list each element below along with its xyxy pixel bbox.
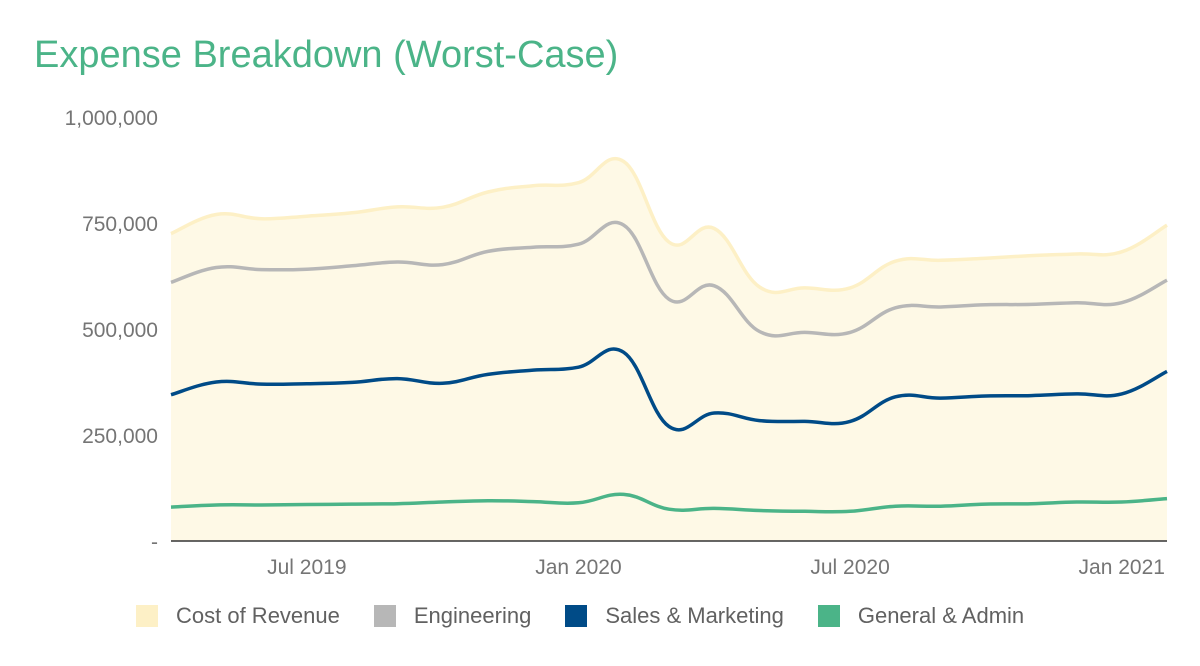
x-tick-label: Jan 2020 (535, 556, 621, 579)
legend-item-cost-of-revenue: Cost of Revenue (136, 603, 340, 629)
legend-label: Cost of Revenue (176, 603, 340, 628)
legend-item-engineering: Engineering (373, 603, 532, 629)
y-tick-label: 1,000,000 (65, 107, 158, 130)
legend-swatch (817, 605, 840, 627)
line-general-admin (170, 492, 1168, 514)
legend-label: General & Admin (857, 603, 1025, 628)
y-tick-label: 250,000 (82, 425, 158, 448)
area-cost-of-revenue (171, 158, 1167, 541)
x-tick-label: Jul 2020 (810, 556, 889, 579)
legend-item-general-admin: General & Admin (817, 603, 1025, 629)
legend-item-sales-marketing: Sales & Marketing (565, 603, 784, 629)
legend-swatch (565, 605, 588, 627)
lines-layer (170, 157, 1168, 514)
legend-label: Sales & Marketing (605, 603, 784, 628)
y-tick-label: - (151, 531, 158, 554)
line-cost-of-revenue (170, 157, 1168, 295)
x-axis-ticks: Jul 2019 Jan 2020 Jul 2020 Jan 2021 (267, 556, 1165, 579)
legend-label: Engineering (413, 603, 532, 628)
stacked-area-chart: 1,000,000 750,000 500,000 250,000 - Jul 2019… (65, 107, 1168, 579)
y-tick-label: 500,000 (82, 319, 158, 342)
y-axis-ticks: 1,000,000 750,000 500,000 250,000 - (65, 107, 158, 554)
legend-swatch (373, 605, 396, 627)
x-tick-label: Jan 2021 (1079, 556, 1165, 579)
chart-title: Expense Breakdown (Worst-Case) (34, 34, 619, 76)
line-engineering (170, 220, 1168, 338)
y-tick-label: 750,000 (82, 213, 158, 236)
legend: Cost of Revenue Engineering Sales & Market… (136, 603, 1058, 629)
line-sales-marketing (170, 347, 1168, 432)
x-tick-label: Jul 2019 (267, 556, 346, 579)
legend-swatch (136, 605, 158, 627)
